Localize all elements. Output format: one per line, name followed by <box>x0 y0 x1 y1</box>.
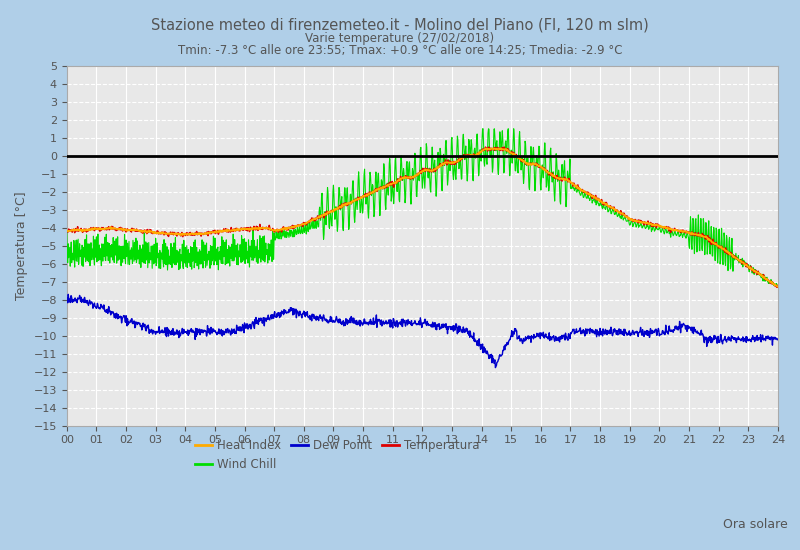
Text: Tmin: -7.3 °C alle ore 23:55; Tmax: +0.9 °C alle ore 14:25; Tmedia: -2.9 °C: Tmin: -7.3 °C alle ore 23:55; Tmax: +0.9… <box>178 44 622 57</box>
Text: Stazione meteo di firenzemeteo.it - Molino del Piano (FI, 120 m slm): Stazione meteo di firenzemeteo.it - Moli… <box>151 18 649 32</box>
Text: Varie temperature (27/02/2018): Varie temperature (27/02/2018) <box>306 32 494 45</box>
Y-axis label: Temperatura [°C]: Temperatura [°C] <box>15 191 28 300</box>
Text: Ora solare: Ora solare <box>723 518 788 531</box>
Legend: Heat Index, Wind Chill, Dew Point, Temperatura: Heat Index, Wind Chill, Dew Point, Tempe… <box>190 434 484 476</box>
